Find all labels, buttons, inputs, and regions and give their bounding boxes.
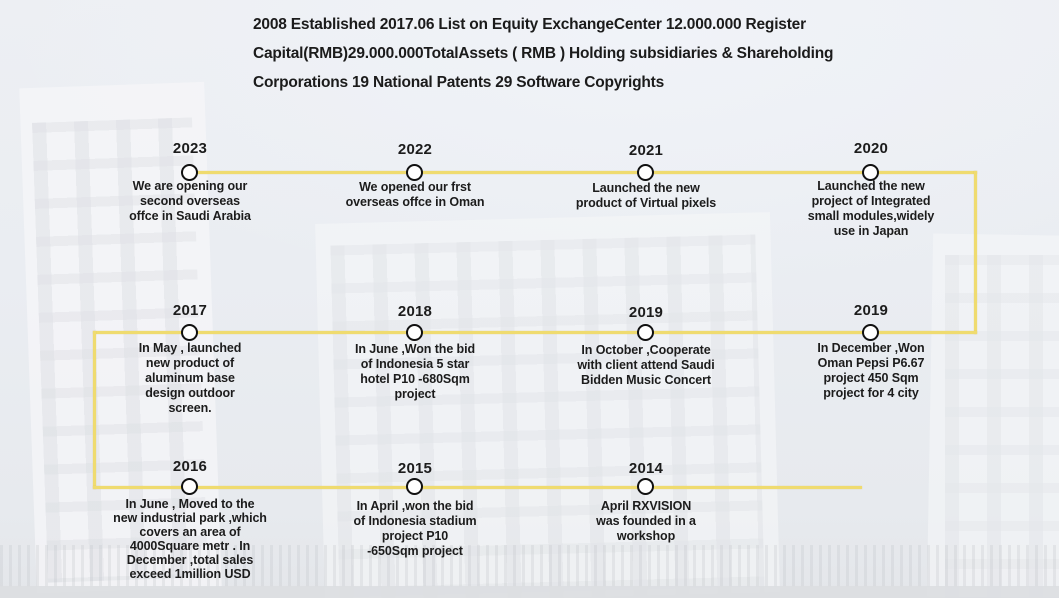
timeline-node-2014 bbox=[637, 478, 654, 495]
timeline-item-2022: 2022 We opened our frst overseas offce i… bbox=[315, 141, 515, 210]
header-line-1: 2008 Established 2017.06 List on Equity … bbox=[253, 16, 806, 33]
background-bottom-band bbox=[0, 586, 1059, 598]
timeline-node-2015 bbox=[406, 478, 423, 495]
timeline-node-2019a bbox=[637, 324, 654, 341]
event-description: In April ,won the bid of Indonesia stadi… bbox=[353, 499, 477, 558]
timeline-node-2020 bbox=[862, 164, 879, 181]
year-label: 2019 bbox=[853, 302, 889, 319]
event-description: In December ,Won Oman Pepsi P6.67 projec… bbox=[817, 341, 925, 400]
header-line-2: Capital(RMB)29.000.000TotalAssets ( RMB … bbox=[253, 45, 834, 62]
year-label: 2019 bbox=[628, 304, 664, 321]
timeline-item-2014: 2014 April RXVISION was founded in a wor… bbox=[546, 460, 746, 544]
timeline-segment-row2 bbox=[93, 331, 977, 334]
event-description: Launched the new product of Virtual pixe… bbox=[575, 181, 717, 210]
year-label: 2020 bbox=[853, 140, 889, 157]
event-description: April RXVISION was founded in a workshop bbox=[596, 499, 696, 543]
timeline-item-2019-december: 2019 In December ,Won Oman Pepsi P6.67 p… bbox=[771, 302, 971, 401]
year-label: 2017 bbox=[172, 302, 208, 319]
timeline-node-2017 bbox=[181, 324, 198, 341]
year-label: 2016 bbox=[172, 458, 208, 475]
timeline-item-2021: 2021 Launched the new product of Virtual… bbox=[541, 142, 751, 211]
year-label: 2014 bbox=[628, 460, 664, 477]
timeline-node-2018 bbox=[406, 324, 423, 341]
timeline-segment-row3 bbox=[93, 486, 862, 489]
event-description: In May , launched new product of aluminu… bbox=[138, 341, 242, 415]
event-description: We opened our frst overseas offce in Oma… bbox=[345, 180, 485, 209]
year-label: 2021 bbox=[628, 142, 664, 159]
timeline-segment-right-bend bbox=[974, 171, 977, 334]
header-line-3: Corporations 19 National Patents 29 Soft… bbox=[253, 74, 665, 91]
timeline-item-2020: 2020 Launched the new project of Integra… bbox=[771, 140, 971, 239]
timeline-item-2017: 2017 In May , launched new product of al… bbox=[90, 302, 290, 416]
event-description: In June ,Won the bid of Indonesia 5 star… bbox=[355, 342, 475, 401]
timeline-node-2023 bbox=[181, 164, 198, 181]
timeline-segment-left-bend bbox=[93, 331, 96, 489]
event-description: Launched the new project of Integrated s… bbox=[807, 179, 935, 238]
year-label: 2022 bbox=[397, 141, 433, 158]
event-description: In June , Moved to the new industrial pa… bbox=[113, 497, 267, 581]
timeline-item-2015: 2015 In April ,won the bid of Indonesia … bbox=[315, 460, 515, 559]
event-description: In October ,Cooperate with client attend… bbox=[577, 343, 715, 387]
year-label: 2023 bbox=[172, 140, 208, 157]
year-label: 2018 bbox=[397, 303, 433, 320]
event-description: We are opening our second overseas offce… bbox=[129, 179, 251, 223]
timeline-item-2018: 2018 In June ,Won the bid of Indonesia 5… bbox=[315, 303, 515, 402]
timeline-node-2016 bbox=[181, 478, 198, 495]
timeline-item-2023: 2023 We are opening our second overseas … bbox=[90, 140, 290, 224]
header-text: 2008 Established 2017.06 List on Equity … bbox=[253, 16, 853, 103]
background-building-right bbox=[926, 233, 1059, 598]
timeline-node-2019b bbox=[862, 324, 879, 341]
year-label: 2015 bbox=[397, 460, 433, 477]
timeline-item-2019-october: 2019 In October ,Cooperate with client a… bbox=[536, 304, 756, 388]
timeline-node-2021 bbox=[637, 164, 654, 181]
timeline-segment-row1 bbox=[190, 171, 977, 174]
timeline-node-2022 bbox=[406, 164, 423, 181]
timeline-item-2016: 2016 In June , Moved to the new industri… bbox=[65, 458, 315, 581]
